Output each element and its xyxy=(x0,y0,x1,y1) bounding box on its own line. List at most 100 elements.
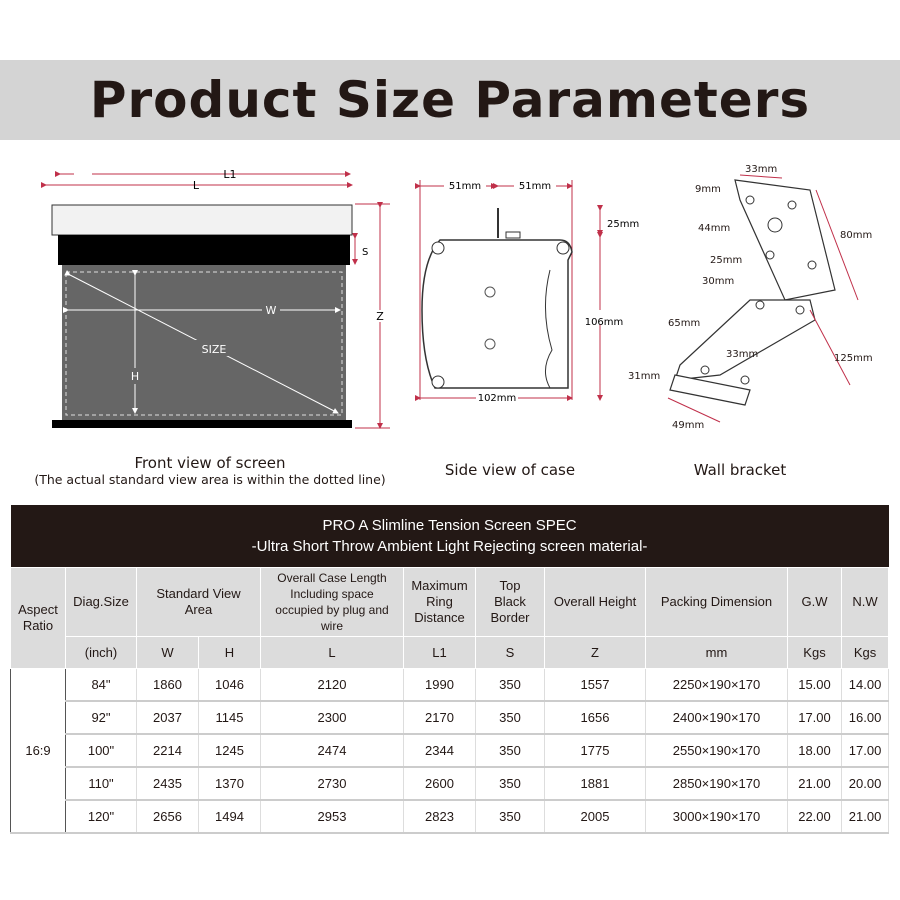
side-view-caption: Side view of case xyxy=(444,461,576,479)
table-cell: 1557 xyxy=(544,668,646,702)
unit-0: (inch) xyxy=(65,636,137,669)
table-cell: 350 xyxy=(475,799,545,834)
table-cell: 350 xyxy=(475,700,545,735)
table-cell: 2214 xyxy=(136,733,199,768)
header-packing: Packing Dimension xyxy=(645,567,788,637)
table-row: 100" 2214 1245 2474 2344 350 1775 2550×190×170 1… xyxy=(11,733,890,768)
table-cell: 2435 xyxy=(136,766,199,801)
header-aspect: Aspect Ratio xyxy=(10,567,66,669)
spec-table: PRO A Slimline Tension Screen SPEC -Ultr… xyxy=(10,505,890,834)
label-l: L xyxy=(193,179,200,192)
label-h: H xyxy=(131,370,139,383)
table-cell: 1494 xyxy=(198,799,261,834)
table-cell: 16.00 xyxy=(841,700,890,735)
header-view: Standard View Area xyxy=(136,567,261,637)
table-cell: 2600 xyxy=(403,766,476,801)
unit-5: S xyxy=(475,636,545,669)
unit-9: Kgs xyxy=(840,636,890,669)
table-row: 16:9 84" 1860 1046 2120 1990 350 1557 2250×190×1… xyxy=(10,668,890,834)
table-subtitle: -Ultra Short Throw Ambient Light Rejecti… xyxy=(251,538,648,555)
table-cell: 2037 xyxy=(136,700,199,735)
table-cell: 17.00 xyxy=(841,733,890,768)
side-label-top-left: 51mm xyxy=(449,181,481,192)
table-cell: 15.00 xyxy=(787,668,842,702)
front-view-title: Front view of screen xyxy=(134,454,286,472)
unit-6: Z xyxy=(544,636,646,669)
table-cell: 2656 xyxy=(136,799,199,834)
table-cell: 1860 xyxy=(136,668,199,702)
bracket-label-a: 9mm xyxy=(695,184,721,195)
unit-4: L1 xyxy=(403,636,476,669)
bracket-label-mid-width: 33mm xyxy=(726,349,758,360)
table-cell: 21.00 xyxy=(787,766,842,801)
table-cell: 1370 xyxy=(198,766,261,801)
table-cell: 2250×190×170 xyxy=(645,668,788,702)
bracket-label-b: 44mm xyxy=(698,223,730,234)
header-gw: G.W xyxy=(787,567,842,637)
table-cell: 350 xyxy=(475,733,545,768)
side-label-width: 102mm xyxy=(478,393,517,404)
table-cell: 1881 xyxy=(544,766,646,801)
table-cell: 2344 xyxy=(403,733,476,768)
label-l1: L1 xyxy=(223,168,236,181)
header-case: Overall Case Length Including space occu… xyxy=(260,567,404,637)
wall-bracket-diagram: 33mm 9mm 44mm 25mm 30mm 65mm 31mm 80mm 1… xyxy=(628,164,873,431)
table-cell: 18.00 xyxy=(787,733,842,768)
table-cell: 1656 xyxy=(544,700,646,735)
table-cell: 1245 xyxy=(198,733,261,768)
table-cell: 100" xyxy=(65,733,137,768)
bracket-label-height: 80mm xyxy=(840,230,872,241)
table-cell: 350 xyxy=(475,668,545,702)
table-cell: 1046 xyxy=(198,668,261,702)
table-cell: 92" xyxy=(65,700,137,735)
table-cell: 17.00 xyxy=(787,700,842,735)
header-diag: Diag.Size xyxy=(65,567,137,637)
table-cell: 350 xyxy=(475,766,545,801)
header-border: Top Black Border xyxy=(475,567,545,637)
table-cell: 2170 xyxy=(403,700,476,735)
unit-2: H xyxy=(198,636,261,669)
table-cell: 84" xyxy=(65,668,137,702)
table-cell: 120" xyxy=(65,799,137,834)
table-cell: 2120 xyxy=(260,668,404,702)
label-z: Z xyxy=(376,310,384,323)
bracket-label-c: 25mm xyxy=(710,255,742,266)
header-height: Overall Height xyxy=(544,567,646,637)
table-cell: 2300 xyxy=(260,700,404,735)
table-cell: 3000×190×170 xyxy=(645,799,788,834)
table-cell: 1775 xyxy=(544,733,646,768)
unit-8: Kgs xyxy=(787,636,842,669)
bracket-label-bottom: 49mm xyxy=(672,420,704,431)
table-title: PRO A Slimline Tension Screen SPEC xyxy=(322,517,577,534)
front-view-note: (The actual standard view area is within… xyxy=(34,472,386,487)
bracket-label-d: 30mm xyxy=(702,276,734,287)
table-cell: 2400×190×170 xyxy=(645,700,788,735)
bracket-label-top-width: 33mm xyxy=(745,164,777,175)
table-cell: 14.00 xyxy=(841,668,890,702)
table-row: 110" 2435 1370 2730 2600 350 1881 2850×190×170 2… xyxy=(11,766,890,801)
table-cell: 2005 xyxy=(544,799,646,834)
front-view-diagram: L1 L SIZE W H Z S xyxy=(41,168,390,429)
table-cell: 2850×190×170 xyxy=(645,766,788,801)
table-cell: 110" xyxy=(65,766,137,801)
table-cell: 2953 xyxy=(260,799,404,834)
table-cell: 2823 xyxy=(403,799,476,834)
label-w: W xyxy=(266,304,277,317)
title-band: Product Size Parameters xyxy=(0,60,900,140)
bracket-label-length: 125mm xyxy=(834,353,873,364)
header-nw: N.W xyxy=(840,567,890,637)
unit-3: L xyxy=(260,636,404,669)
table-cell: 21.00 xyxy=(841,799,890,834)
table-cell: 2474 xyxy=(260,733,404,768)
label-size: SIZE xyxy=(202,343,227,356)
table-cell: 2550×190×170 xyxy=(645,733,788,768)
side-label-height: 106mm xyxy=(585,317,624,328)
side-label-top-right: 51mm xyxy=(519,181,551,192)
aspect-ratio-cell: 16:9 xyxy=(10,668,66,834)
table-cell: 20.00 xyxy=(841,766,890,801)
table-title-cell: PRO A Slimline Tension Screen SPEC -Ultr… xyxy=(10,505,889,568)
label-s: S xyxy=(362,247,368,258)
table-cell: 2730 xyxy=(260,766,404,801)
page-title: Product Size Parameters xyxy=(89,71,811,129)
